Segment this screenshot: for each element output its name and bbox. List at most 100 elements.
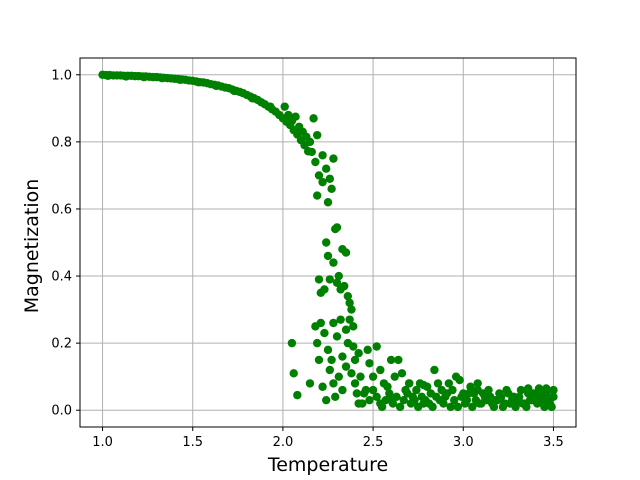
data-point xyxy=(323,198,333,207)
data-point xyxy=(496,392,506,402)
data-point xyxy=(368,385,378,395)
data-point xyxy=(540,402,549,412)
data-point xyxy=(309,114,318,123)
data-point xyxy=(448,385,457,395)
data-point xyxy=(525,395,535,405)
data-point xyxy=(325,174,335,183)
y-tick-label: 0.4 xyxy=(51,270,72,285)
data-point xyxy=(430,365,439,375)
data-point xyxy=(404,379,414,388)
data-point xyxy=(329,318,338,328)
data-point xyxy=(293,390,302,400)
data-point xyxy=(359,389,369,398)
data-point xyxy=(312,191,322,200)
data-point xyxy=(412,385,421,395)
data-point xyxy=(365,359,374,368)
data-point xyxy=(394,355,403,365)
data-point xyxy=(489,402,499,412)
data-point xyxy=(338,385,347,395)
data-point xyxy=(312,338,322,348)
data-point xyxy=(536,392,546,402)
data-point xyxy=(433,379,443,388)
data-point xyxy=(332,278,342,287)
data-point xyxy=(549,392,558,402)
data-point xyxy=(529,389,538,398)
data-point xyxy=(329,154,338,163)
data-point xyxy=(287,338,297,348)
y-tick-label: 0.8 xyxy=(51,135,72,150)
data-point xyxy=(316,318,325,328)
y-axis-label: Magnetization xyxy=(21,179,43,314)
data-point xyxy=(284,110,293,120)
data-point xyxy=(502,385,511,395)
data-point xyxy=(372,342,381,351)
data-point xyxy=(334,372,344,381)
data-point xyxy=(334,271,344,281)
data-point xyxy=(291,112,300,121)
data-point xyxy=(305,379,315,388)
data-point xyxy=(312,130,322,140)
data-point xyxy=(343,291,353,301)
x-tick-label: 3.5 xyxy=(543,435,564,450)
y-tick-label: 0.0 xyxy=(51,404,72,419)
x-tick-label: 1.0 xyxy=(92,435,113,450)
data-point xyxy=(376,365,385,375)
data-points xyxy=(98,70,558,412)
data-point xyxy=(381,395,390,405)
data-point xyxy=(354,399,363,408)
data-point xyxy=(354,349,363,358)
data-point xyxy=(323,251,333,261)
data-point xyxy=(386,355,396,365)
data-point xyxy=(397,369,407,378)
data-point xyxy=(534,384,544,393)
x-axis-ticks: 1.0 1.5 2.0 2.5 3.0 3.5 xyxy=(92,427,564,450)
data-point xyxy=(444,379,454,388)
data-point xyxy=(311,157,320,167)
data-point xyxy=(266,102,275,111)
data-point xyxy=(139,72,149,82)
y-tick-label: 0.6 xyxy=(51,202,72,217)
x-tick-label: 2.5 xyxy=(363,435,384,450)
x-tick-label: 2.0 xyxy=(273,435,294,450)
data-point xyxy=(522,402,531,412)
data-point xyxy=(325,275,335,284)
data-point xyxy=(439,399,448,408)
data-point xyxy=(193,77,203,87)
data-point xyxy=(175,75,185,85)
data-point xyxy=(441,392,450,402)
y-tick-label: 1.0 xyxy=(51,68,72,83)
data-point xyxy=(372,392,381,402)
data-point xyxy=(513,395,522,405)
data-point xyxy=(157,73,167,83)
data-point xyxy=(410,395,419,405)
data-point xyxy=(320,328,329,338)
y-axis-ticks: 0.0 0.2 0.4 0.6 0.8 1.0 xyxy=(51,68,80,419)
data-point xyxy=(327,184,336,194)
data-point xyxy=(280,102,289,111)
data-point xyxy=(329,258,338,267)
data-point xyxy=(437,385,446,395)
data-point xyxy=(457,392,466,402)
data-point xyxy=(473,385,482,395)
data-point xyxy=(211,81,221,91)
data-point xyxy=(460,399,470,408)
data-point xyxy=(341,362,351,371)
data-point xyxy=(307,147,316,157)
data-point xyxy=(341,325,351,334)
data-point xyxy=(350,379,360,388)
data-point xyxy=(323,345,333,355)
data-point xyxy=(392,392,401,402)
data-point xyxy=(314,275,324,284)
data-point xyxy=(395,402,405,412)
data-point xyxy=(450,395,459,405)
data-point xyxy=(455,375,464,385)
data-point xyxy=(305,137,315,147)
data-point xyxy=(446,402,455,412)
data-point xyxy=(403,389,412,398)
data-point xyxy=(321,395,331,405)
data-point xyxy=(549,385,558,395)
x-tick-label: 3.0 xyxy=(453,435,474,450)
data-point xyxy=(345,298,354,308)
data-point xyxy=(329,379,338,388)
